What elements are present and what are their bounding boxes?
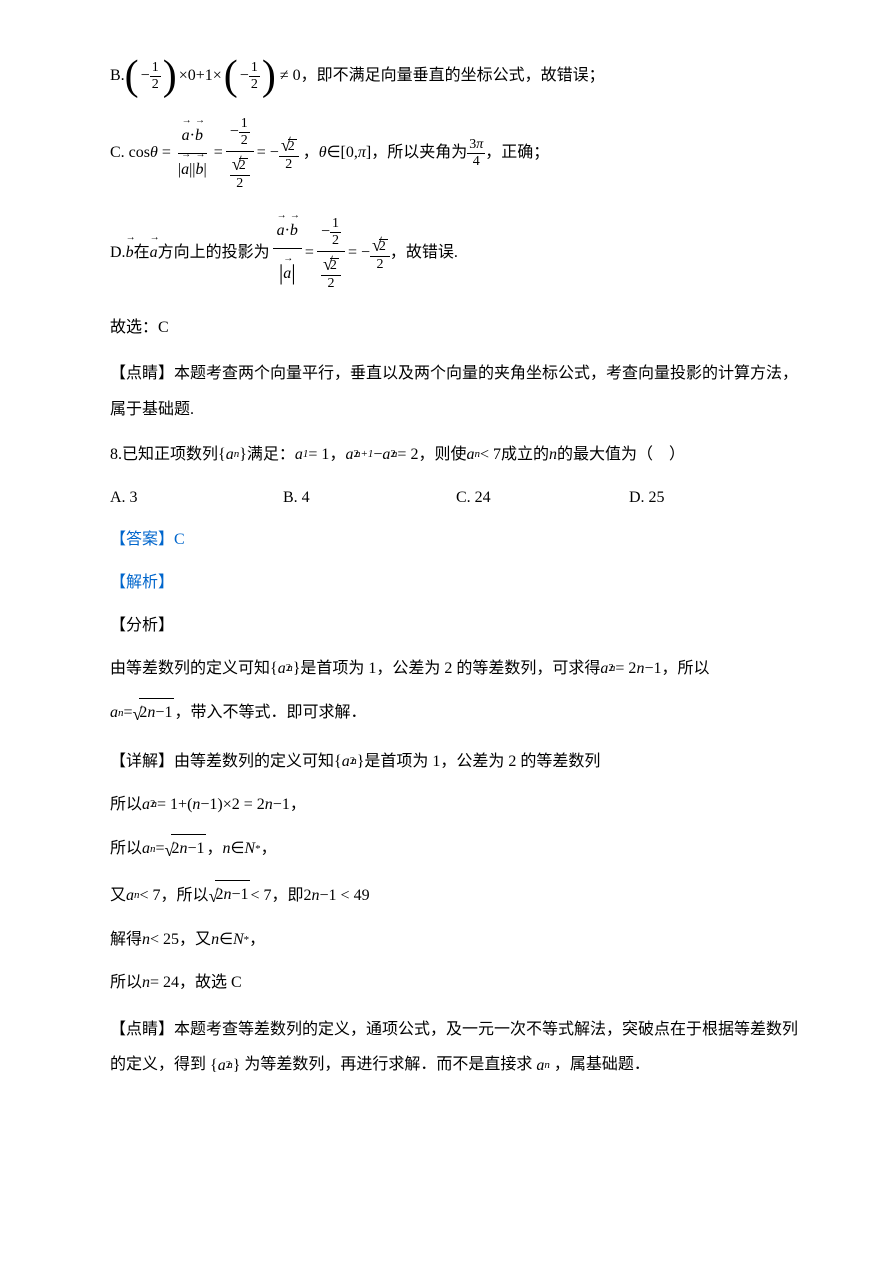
q8-t1: 已知正项数列 [122,441,218,470]
xj-l6a: 所以 [110,969,142,998]
opt-b-text: ，即不满足向量垂直的坐标公式，故错误； [301,62,605,91]
xj-l5b: n < 25 [142,926,179,955]
xj-l5a: 解得 [110,926,142,955]
q8-seq: {an} [218,441,247,470]
opt-d-prefix: D. [110,239,126,268]
fenxi-p2: an = √2n−1 ，带入不等式．即可求解． [110,698,802,730]
dq2-an: an [536,1048,550,1083]
option-c-line: C. cosθ = a·b |a||b| = −12 √22 = − √22 ，… [110,114,802,194]
question-8: 8. 已知正项数列 {an} 满足： a1 = 1 ， a2n+1 − a2n … [110,441,802,470]
xj-l5d: n ∈ N* [211,926,249,955]
opt-d-t3: ，故错误. [390,239,458,268]
dq2-seq: {a2n} [210,1048,240,1083]
q8-t4: 成立的 [501,441,549,470]
dianqing-1: 【点睛】本题考查两个向量平行，垂直以及两个向量的夹角坐标公式，考查向量投影的计算… [110,356,802,426]
xiangjie-l3: 所以 an = √2n−1 ， n ∈ N* ， [110,834,802,866]
opt-c-range: θ ∈[0,π] [319,139,371,168]
opt-d-t1: 在 [134,239,150,268]
vec-b: b [126,239,134,268]
xiangjie-l4: 又 an < 7 ，所以 √2n−1 < 7 ，即 2n−1 < 49 [110,880,802,912]
xj-l4e: ，即 [272,882,304,911]
vec-a: a [150,239,158,268]
opt-b-expr: ( −12 ) ×0+1× ( −12 ) ≠ 0 [125,60,301,94]
dq2-t2: 为等差数列，再进行求解．而不是直接求 [240,1056,536,1073]
xj-l2eq: a2n = 1+(n−1)×2 = 2n−1 [142,791,290,820]
option-d-line: D. b 在 a 方向上的投影为 a·b |a| = −12 √22 = − √… [110,214,802,294]
q8-t5: 的最大值为（ ） [557,441,685,470]
xiangjie-label: 【详解】 [110,748,174,777]
opt-c-expr: cosθ = a·b |a||b| = −12 √22 = − √22 [129,114,299,194]
xj-l4f: 2n−1 < 49 [304,882,370,911]
fenxi-p1: 由等差数列的定义可知 {a2n} 是首项为 1，公差为 2 的等差数列，可求得 … [110,655,802,684]
xj-l2end: ， [290,791,306,820]
xj-l4c: ，所以 [161,882,209,911]
xj-l1b: 是首项为 1，公差为 2 的等差数列 [364,748,600,777]
xj-l5e: ， [249,926,265,955]
xj-l3eq: an = √2n−1 [142,834,206,866]
q8-options: A. 3 B. 4 C. 24 D. 25 [110,484,802,513]
q8-opt-b: B. 4 [283,484,456,513]
opt-c-angle-text: ，所以夹角为 [371,139,467,168]
q8-opt-a: A. 3 [110,484,283,513]
xj-l4d: √2n−1 < 7 [209,880,272,912]
dianqing-2: 【点睛】本题考查等差数列的定义，通项公式，及一元一次不等式解法，突破点在于根据等… [110,1012,802,1083]
opt-c-angle-val: 3π4 [467,137,485,170]
xj-l4b: an < 7 [126,882,161,911]
q8-c2: a2n+1 − a2n = 2 [345,441,418,470]
fenxi-label: 【分析】 [110,612,802,641]
opt-c-prefix: C. [110,139,125,168]
xj-l4a: 又 [110,882,126,911]
q8-t3: ，则使 [418,441,466,470]
q8-num: 8. [110,441,122,470]
xj-l3end: ， [261,835,277,864]
q8-n: n [549,441,557,470]
q8-comma1: ， [329,441,345,470]
fenxi-p1c: ，所以 [661,655,709,684]
dq2-label: 【点睛】 [110,1021,174,1038]
xj-l3b: ， [206,835,222,864]
q8-c1: a1 = 1 [295,441,330,470]
opt-d-expr: a·b |a| = −12 √22 = − √22 [270,214,390,294]
xj-l3c: n ∈ N* [222,835,260,864]
xj-l2: 所以 [110,791,142,820]
q8-c3: an < 7 [466,441,501,470]
opt-c-comma: ， [303,139,319,168]
q8-t2: 满足： [247,441,295,470]
analysis-8: 【解析】 [110,569,802,598]
opt-b-prefix: B. [110,62,125,91]
xj-l3a: 所以 [110,835,142,864]
answer-8: 【答案】C [110,526,802,555]
fenxi-eq2: an = √2n−1 [110,698,174,730]
fenxi-p1a: 由等差数列的定义可知 [110,655,270,684]
xj-l6c: ，故选 C [179,969,242,998]
dq2-t3: ，属基础题． [550,1056,650,1073]
xiangjie-l1: 【详解】 由等差数列的定义可知 {a2n} 是首项为 1，公差为 2 的等差数列 [110,748,802,777]
fenxi-seq1: {a2n} [270,655,300,684]
fenxi-p2b: ，带入不等式．即可求解． [174,699,366,728]
xiangjie-l6: 所以 n = 24 ，故选 C [110,969,802,998]
xj-l1a: 由等差数列的定义可知 [174,748,334,777]
option-b-line: B. ( −12 ) ×0+1× ( −12 ) ≠ 0 ，即不满足向量垂直的坐… [110,60,802,94]
q8-opt-d: D. 25 [629,484,802,513]
xiangjie-l5: 解得 n < 25 ，又 n ∈ N* ， [110,926,802,955]
xiangjie-l2: 所以 a2n = 1+(n−1)×2 = 2n−1 ， [110,791,802,820]
q8-opt-c: C. 24 [456,484,629,513]
opt-c-correct: ，正确； [485,139,549,168]
xj-l6b: n = 24 [142,969,179,998]
fenxi-eq1: a2n = 2n−1 [600,655,661,684]
xj-seq: {a2n} [334,748,364,777]
opt-d-t2: 方向上的投影为 [158,239,270,268]
fenxi-p1b: 是首项为 1，公差为 2 的等差数列，可求得 [300,655,600,684]
xj-l5c: ，又 [179,926,211,955]
conclusion: 故选：C [110,314,802,343]
